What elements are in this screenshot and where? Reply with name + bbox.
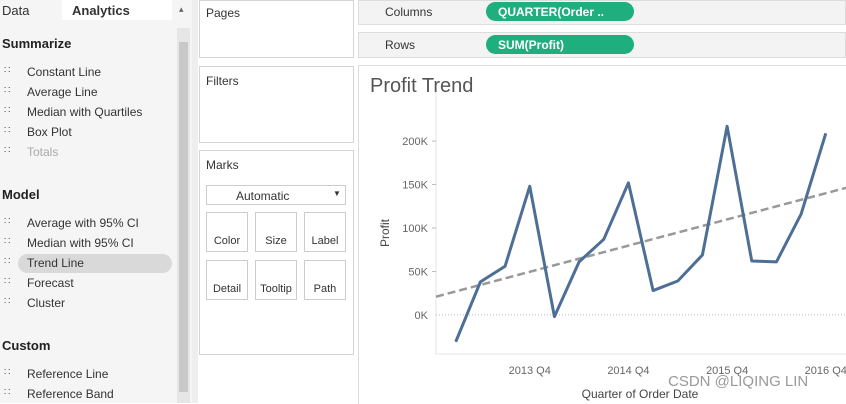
mark-type: Automatic — [236, 189, 290, 203]
x-tick-label: 2016 Q4 — [805, 365, 846, 377]
mark-button-label: Path — [313, 283, 337, 295]
side-panel — [0, 0, 192, 403]
scroll-thumb[interactable] — [179, 42, 188, 392]
analytics-item[interactable]: Average Line — [27, 85, 98, 99]
analytics-item[interactable]: Median with 95% CI — [27, 236, 134, 250]
marks-card — [199, 150, 354, 355]
analytics-item[interactable]: Trend Line — [27, 256, 84, 270]
mark-button-label: Tooltip — [260, 283, 292, 295]
card-title: Filters — [206, 74, 239, 88]
shelf-label: Rows — [385, 38, 416, 52]
mark-button-label: Color — [213, 235, 241, 247]
y-tick-label: 200K — [402, 136, 428, 148]
mark-button[interactable]: Tooltip — [255, 260, 297, 300]
mark-button-label: Detail — [212, 283, 242, 295]
profit-line — [454, 124, 828, 343]
analytics-item[interactable]: Box Plot — [27, 125, 72, 139]
section-title: Model — [2, 187, 40, 202]
analytics-item[interactable]: Reference Line — [27, 367, 109, 381]
x-tick-label: 2013 Q4 — [509, 365, 551, 377]
item-icon: ∷ — [4, 296, 11, 307]
item-icon: ∷ — [4, 236, 11, 247]
analytics-item[interactable]: Totals — [27, 145, 59, 159]
y-axis-label: Profit — [378, 218, 392, 247]
y-tick-label: 100K — [402, 223, 428, 235]
analytics-item[interactable]: Forecast — [27, 276, 74, 290]
analytics-item[interactable]: Constant Line — [27, 65, 102, 79]
dropdown-arrow[interactable]: ▼ — [333, 189, 341, 198]
item-icon: ∷ — [4, 85, 11, 96]
analytics-item[interactable]: Median with Quartiles — [27, 105, 143, 119]
x-tick-label: 2014 Q4 — [607, 365, 649, 377]
chart: Profit Trend Quarter of Order Date Profi… — [370, 75, 846, 401]
section-title: Custom — [2, 338, 51, 353]
watermark: CSDN @LIQING LIN — [668, 373, 809, 390]
analytics-item[interactable]: Reference Band — [27, 387, 114, 401]
card-title: Marks — [206, 158, 239, 172]
analytics-item[interactable]: Average with 95% CI — [27, 216, 139, 230]
tab[interactable]: Data — [2, 3, 30, 18]
tab-menu[interactable]: ▴ — [179, 4, 184, 14]
mark-button[interactable]: Size — [255, 212, 297, 252]
filters-card — [199, 66, 354, 143]
item-icon: ∷ — [4, 125, 11, 136]
mark-button-label: Label — [311, 235, 339, 247]
active-tab — [62, 0, 172, 20]
item-icon: ∷ — [4, 256, 11, 267]
tab[interactable]: Analytics — [72, 3, 130, 18]
mark-button-label: Size — [265, 235, 287, 247]
item-icon: ∷ — [4, 276, 11, 287]
item-icon: ∷ — [4, 105, 11, 116]
mark-button[interactable]: Path — [304, 260, 346, 300]
pill[interactable]: QUARTER(Order .. — [486, 2, 634, 21]
shelf-label: Columns — [385, 5, 433, 19]
x-axis-label: Quarter of Order Date — [582, 387, 699, 401]
card-title: Pages — [206, 6, 241, 20]
y-tick-label: 50K — [408, 266, 428, 278]
item-icon: ∷ — [4, 367, 11, 378]
item-icon: ∷ — [4, 65, 11, 76]
x-tick-label: 2015 Q4 — [706, 365, 748, 377]
y-tick-label: 150K — [402, 180, 428, 192]
mark-button[interactable]: Color — [206, 212, 248, 252]
chart-title: Profit Trend — [370, 75, 473, 97]
item-icon: ∷ — [4, 216, 11, 227]
y-tick-label: 0K — [415, 310, 429, 322]
trend-line — [435, 186, 846, 298]
mark-button[interactable]: Detail — [206, 260, 248, 300]
pill[interactable]: SUM(Profit) — [486, 35, 634, 54]
pages-card — [199, 0, 354, 58]
analytics-item[interactable]: Cluster — [27, 296, 66, 310]
mark-type-dropdown[interactable] — [206, 185, 346, 205]
view-pane — [358, 65, 846, 404]
mark-button[interactable]: Label — [304, 212, 346, 252]
item-icon: ∷ — [4, 145, 11, 156]
selected-item — [18, 254, 172, 273]
divider — [192, 0, 198, 403]
item-icon: ∷ — [4, 387, 11, 398]
section-title: Summarize — [2, 36, 72, 51]
